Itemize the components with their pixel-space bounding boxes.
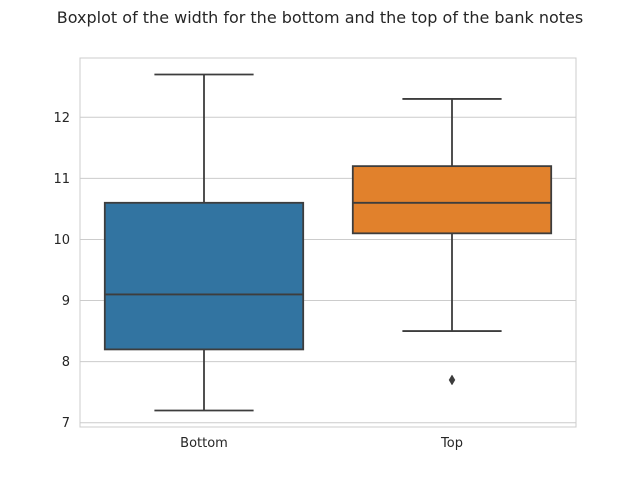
y-tick-label: 11 [53,172,70,187]
plot-area-frame [79,57,577,428]
chart-title: Boxplot of the width for the bottom and … [56,8,584,27]
y-tick-label: 12 [53,111,70,126]
outlier-point [448,374,456,386]
y-tick-label: 9 [62,294,70,309]
axis-tick-labels: 7 8 9 10 11 12 Bottom Top [53,111,463,451]
y-tick-label: 10 [53,233,70,248]
box-body [103,201,305,351]
box-body [351,165,553,235]
box-bottom [103,73,305,412]
y-tick-label: 7 [62,416,70,431]
box-series [103,73,553,412]
x-tick-label: Top [440,436,463,451]
y-tick-label: 8 [62,355,70,370]
x-tick-label: Bottom [180,436,228,451]
box-top [351,98,553,386]
